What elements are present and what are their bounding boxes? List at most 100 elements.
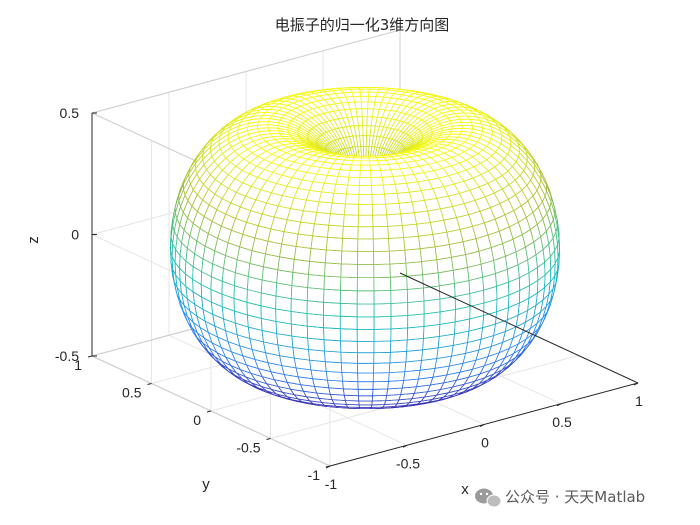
mesh-face [293, 245, 312, 262]
mesh-face [351, 91, 362, 97]
mesh-face [359, 170, 372, 178]
mesh-face [339, 315, 358, 330]
y-tick-label: 0.5 [122, 385, 142, 401]
mesh-face [292, 258, 311, 275]
mesh-face [342, 380, 359, 390]
mesh-face [323, 314, 341, 330]
mesh-face [360, 160, 371, 166]
mesh-face [390, 288, 409, 304]
mesh-face [340, 250, 359, 265]
mesh-face [347, 176, 361, 186]
mesh-face [422, 272, 440, 289]
mesh-face [387, 224, 405, 239]
mesh-face [302, 199, 320, 213]
x-tick-label: 0.5 [552, 414, 572, 430]
watermark: 公众号 · 天天Matlab [475, 488, 645, 508]
x-axis-label: x [461, 481, 469, 498]
mesh-face [400, 212, 418, 226]
mesh-face [358, 184, 373, 195]
z-tick-label: 0 [71, 227, 79, 243]
mesh-face [373, 328, 392, 342]
mesh-face [331, 192, 347, 205]
mesh-face [344, 193, 360, 205]
mesh-face [356, 263, 375, 279]
mesh-face [356, 290, 375, 305]
mesh-face [390, 327, 409, 342]
mesh-face [316, 201, 333, 215]
mesh-face [335, 175, 350, 186]
mesh-face [297, 221, 315, 237]
mesh-face [389, 275, 408, 291]
mesh-face [356, 116, 364, 127]
mesh-face [389, 350, 408, 364]
mesh-face [324, 361, 343, 373]
y-tick-mark [87, 355, 93, 358]
mesh-face [327, 224, 344, 239]
mesh-face [407, 313, 425, 329]
mesh-face [357, 362, 375, 374]
mesh-face [357, 381, 374, 390]
mesh-face [419, 246, 438, 263]
mesh-face [390, 314, 409, 330]
mesh-face [358, 395, 374, 402]
mesh-face [339, 328, 358, 342]
mesh-face [372, 214, 389, 228]
mesh-face [357, 226, 374, 240]
mesh-face [325, 370, 344, 382]
mesh-face [404, 248, 423, 264]
mesh-face [310, 235, 328, 251]
mesh-face [340, 340, 358, 354]
mesh-face [290, 285, 309, 302]
mesh-face [373, 250, 391, 265]
x-tick-label: -0.5 [396, 455, 420, 471]
mesh-face [343, 394, 360, 402]
mesh-face [357, 388, 374, 397]
mesh-face [384, 192, 400, 205]
mesh-face [373, 276, 392, 292]
mesh-face [356, 277, 375, 292]
mesh-face [340, 362, 359, 374]
y-tick-label: -1 [308, 467, 321, 483]
mesh-face [295, 233, 314, 249]
mesh-face [361, 116, 368, 126]
mesh-face [388, 361, 407, 374]
z-tick-label: -0.5 [55, 348, 79, 364]
mesh-face [406, 287, 425, 303]
mesh-face [352, 95, 362, 103]
x-tick-label: -1 [325, 476, 338, 492]
mesh-face [340, 276, 358, 292]
mesh-face [360, 157, 371, 162]
mesh-face [373, 351, 391, 364]
mesh-face [390, 302, 409, 317]
mesh-face [357, 250, 375, 265]
mesh-face [360, 101, 369, 110]
mesh-face [343, 203, 360, 216]
mesh-face [361, 108, 369, 117]
mesh-face [371, 193, 387, 205]
mesh-face [423, 311, 441, 327]
y-tick-mark [206, 410, 212, 413]
mesh-face [358, 400, 373, 406]
mesh-face [354, 101, 363, 110]
mesh-face [339, 163, 352, 171]
mesh-face [290, 298, 308, 314]
mesh-face [359, 91, 370, 97]
mesh-face [373, 289, 392, 305]
mesh-face [306, 287, 325, 303]
mesh-face [300, 210, 318, 225]
mesh-face [373, 315, 392, 330]
mesh-face [308, 349, 326, 363]
watermark-text: 公众号 · 天天Matlab [505, 488, 645, 506]
mesh-face [345, 184, 360, 195]
mesh-face [341, 371, 359, 383]
mesh-face [405, 261, 424, 277]
mesh-face [372, 372, 390, 383]
mesh-face [418, 233, 436, 250]
x-tick-label: 1 [635, 393, 643, 409]
y-tick-mark [147, 383, 152, 385]
mesh-face [327, 379, 344, 390]
mesh-face [340, 351, 358, 364]
z-tick-label: 0.5 [60, 105, 80, 121]
mesh-face [403, 235, 421, 251]
mesh-face [421, 259, 439, 276]
